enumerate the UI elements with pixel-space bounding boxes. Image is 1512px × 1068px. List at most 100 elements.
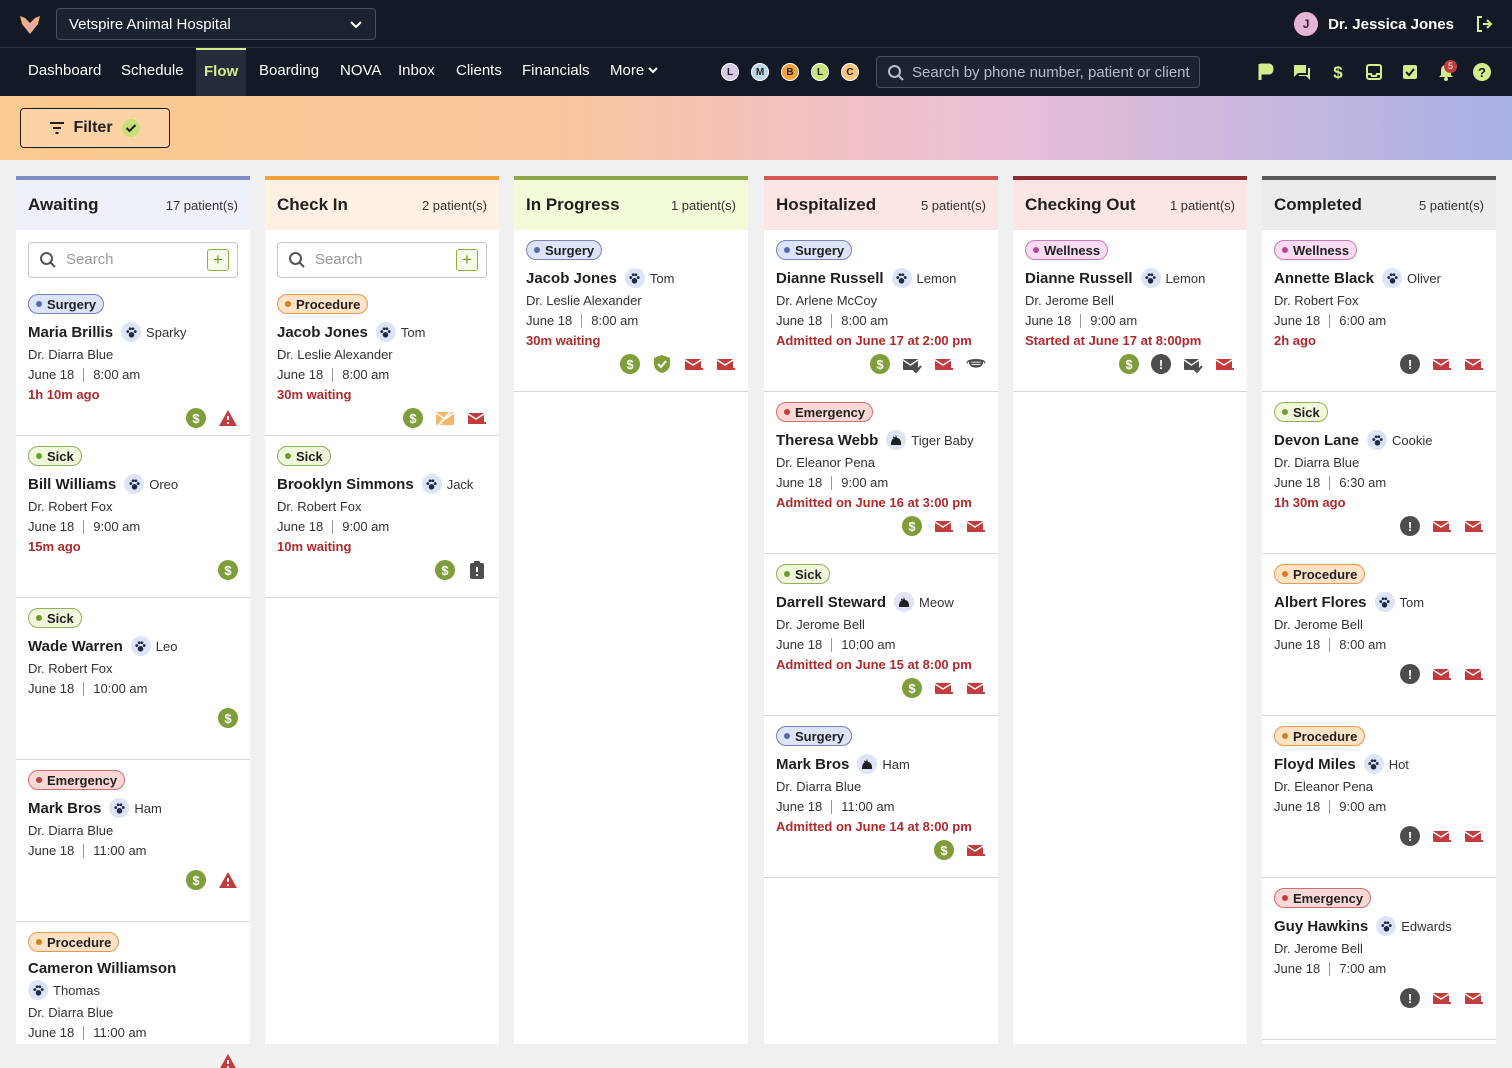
- dollar-icon[interactable]: $: [186, 870, 206, 890]
- mail-icon[interactable]: [966, 678, 986, 698]
- client-name[interactable]: Devon Lane: [1274, 431, 1360, 449]
- patient-card[interactable]: Procedure Jacob Jones Tom Dr. Leslie Alexan…: [265, 284, 499, 436]
- patient[interactable]: Sparky: [121, 322, 187, 342]
- mail-icon[interactable]: [1215, 354, 1235, 374]
- nav-nova[interactable]: NOVA: [340, 62, 382, 79]
- chat-icon[interactable]: [1292, 62, 1312, 82]
- nav-inbox[interactable]: Inbox: [398, 62, 435, 79]
- global-search-input[interactable]: Search by phone number, patient or clien…: [876, 56, 1200, 88]
- client-name[interactable]: Dianne Russell: [1025, 269, 1133, 287]
- patient-card[interactable]: Wellness Dianne Russell Lemon Dr. Jerome Be…: [1013, 230, 1247, 392]
- mail-check-icon[interactable]: [1183, 354, 1203, 374]
- client-name[interactable]: Albert Flores: [1274, 593, 1367, 611]
- mail-icon[interactable]: [966, 516, 986, 536]
- patient-card[interactable]: Surgery Dianne Russell Lemon Dr. Arlene McC…: [764, 230, 998, 392]
- dollar-icon[interactable]: $: [934, 840, 954, 860]
- column-search-input[interactable]: Search +: [277, 242, 487, 278]
- mail-icon[interactable]: [1432, 354, 1452, 374]
- mail-icon[interactable]: [684, 354, 704, 374]
- warning-triangle-icon[interactable]: [218, 870, 238, 890]
- client-name[interactable]: Brooklyn Simmons: [277, 475, 414, 493]
- client-name[interactable]: Mark Bros: [776, 755, 850, 773]
- dollar-icon[interactable]: $: [1119, 354, 1139, 374]
- add-patient-button[interactable]: +: [456, 249, 478, 271]
- mail-icon[interactable]: [966, 840, 986, 860]
- client-name[interactable]: Maria Brillis: [28, 323, 114, 341]
- client-name[interactable]: Darrell Steward: [776, 593, 887, 611]
- mail-icon[interactable]: [1464, 664, 1484, 684]
- patient[interactable]: Oliver: [1382, 268, 1441, 288]
- nav-dashboard[interactable]: Dashboard: [28, 62, 102, 79]
- mail-icon[interactable]: [934, 516, 954, 536]
- client-name[interactable]: Theresa Webb: [776, 431, 879, 449]
- patient[interactable]: Cookie: [1367, 430, 1433, 450]
- patient[interactable]: Thomas: [28, 980, 100, 1000]
- patient[interactable]: Hot: [1363, 754, 1409, 774]
- patient[interactable]: Leo: [130, 636, 177, 656]
- dollar-icon[interactable]: $: [620, 354, 640, 374]
- mail-icon[interactable]: [1464, 826, 1484, 846]
- mail-icon[interactable]: [1464, 354, 1484, 374]
- patient-card[interactable]: Procedure Albert Flores Tom Dr. Jerome Bell…: [1262, 554, 1496, 716]
- mail-off-icon[interactable]: [435, 408, 455, 428]
- patient-card[interactable]: Sick Brooklyn Simmons Jack Dr. Robert Fox Ju…: [265, 436, 499, 598]
- patient-card[interactable]: Procedure Floyd Miles Hot Dr. Eleanor Pena J…: [1262, 716, 1496, 878]
- help-icon[interactable]: ?: [1472, 62, 1492, 82]
- mail-icon[interactable]: [1464, 988, 1484, 1008]
- patient-card[interactable]: Procedure Cameron Williamson Thomas Dr. Dia…: [16, 922, 250, 1068]
- patient-card[interactable]: Wellness Annette Black Oliver Dr. Robert Fo…: [1262, 230, 1496, 392]
- task-check-icon[interactable]: [1400, 62, 1420, 82]
- client-name[interactable]: Annette Black: [1274, 269, 1375, 287]
- patient-card[interactable]: Surgery Maria Brillis Sparky Dr. Diarra Blu…: [16, 284, 250, 436]
- staff-avatar[interactable]: L: [811, 63, 829, 81]
- mail-icon[interactable]: [1432, 988, 1452, 1008]
- staff-avatar[interactable]: L: [721, 63, 739, 81]
- mail-check-icon[interactable]: [902, 354, 922, 374]
- alert-circle-icon[interactable]: !: [1400, 516, 1420, 536]
- patient[interactable]: Lemon: [891, 268, 956, 288]
- patient[interactable]: Edwards: [1376, 916, 1452, 936]
- warning-triangle-icon[interactable]: [218, 408, 238, 428]
- client-name[interactable]: Wade Warren: [28, 637, 123, 655]
- patient[interactable]: Lemon: [1140, 268, 1205, 288]
- staff-avatar[interactable]: C: [841, 63, 859, 81]
- client-name[interactable]: Dianne Russell: [776, 269, 884, 287]
- patient[interactable]: Tom: [375, 322, 425, 342]
- client-name[interactable]: Bill Williams: [28, 475, 117, 493]
- mail-icon[interactable]: [1464, 516, 1484, 536]
- client-name[interactable]: Jacob Jones: [526, 269, 617, 287]
- mail-icon[interactable]: [1432, 826, 1452, 846]
- patient-card[interactable]: Sick Wade Warren Leo Dr. Robert Fox June 18 1…: [16, 598, 250, 760]
- user-menu[interactable]: J Dr. Jessica Jones: [1294, 12, 1494, 36]
- dollar-icon[interactable]: $: [902, 678, 922, 698]
- mail-icon[interactable]: [934, 678, 954, 698]
- staff-avatar[interactable]: M: [751, 63, 769, 81]
- mail-icon[interactable]: [934, 354, 954, 374]
- alert-circle-icon[interactable]: !: [1400, 826, 1420, 846]
- nav-more[interactable]: More: [610, 48, 659, 96]
- patient-card[interactable]: Surgery Jacob Jones Tom Dr. Leslie Alexande…: [514, 230, 748, 392]
- mail-icon[interactable]: [716, 354, 736, 374]
- dollar-icon[interactable]: $: [403, 408, 423, 428]
- hospital-select[interactable]: Vetspire Animal Hospital: [56, 8, 376, 40]
- patient-card[interactable]: Emergency Theresa Webb Tiger Baby Dr. Elean…: [764, 392, 998, 554]
- vetspire-logo-icon[interactable]: [18, 12, 42, 36]
- dollar-icon[interactable]: $: [902, 516, 922, 536]
- mail-icon[interactable]: [1432, 516, 1452, 536]
- dollar-icon[interactable]: $: [435, 560, 455, 580]
- alert-circle-icon[interactable]: !: [1400, 988, 1420, 1008]
- client-name[interactable]: Floyd Miles: [1274, 755, 1356, 773]
- client-name[interactable]: Guy Hawkins: [1274, 917, 1369, 935]
- patient[interactable]: Tiger Baby: [886, 430, 974, 450]
- mail-icon[interactable]: [467, 408, 487, 428]
- logout-icon[interactable]: [1474, 14, 1494, 34]
- add-patient-button[interactable]: +: [207, 249, 229, 271]
- alert-circle-icon[interactable]: !: [1400, 354, 1420, 374]
- patient-card[interactable]: Sick Bill Williams Oreo Dr. Robert Fox June …: [16, 436, 250, 598]
- patient[interactable]: Ham: [857, 754, 910, 774]
- nav-financials[interactable]: Financials: [522, 62, 590, 79]
- patient-card[interactable]: Sick Darrell Steward Meow Dr. Jerome Bell Ju…: [764, 554, 998, 716]
- alert-circle-icon[interactable]: !: [1400, 664, 1420, 684]
- client-name[interactable]: Mark Bros: [28, 799, 102, 817]
- warning-triangle-icon[interactable]: [218, 1052, 238, 1068]
